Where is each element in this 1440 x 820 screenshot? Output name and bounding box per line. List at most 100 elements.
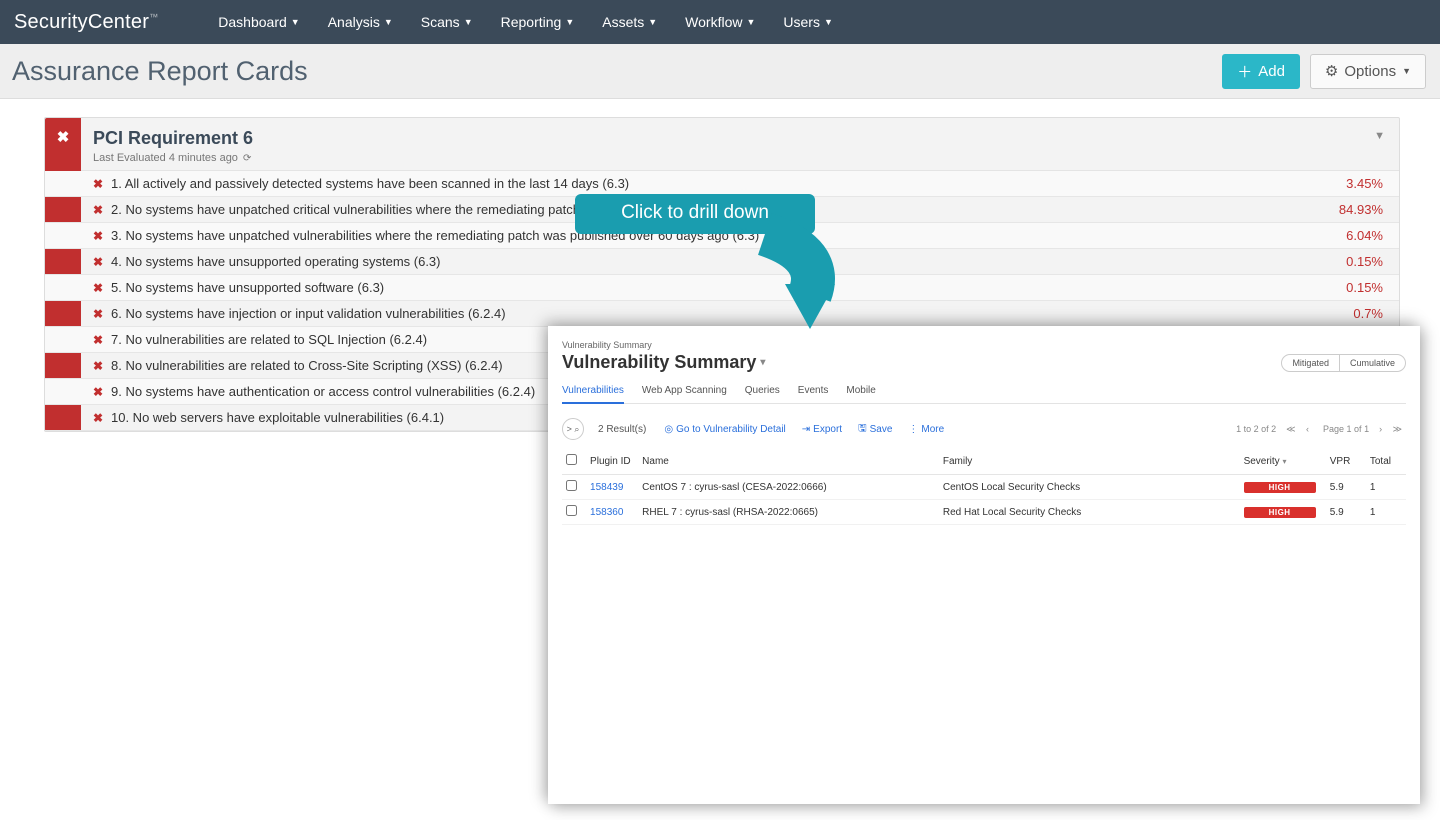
- chevron-down-icon: ▼: [824, 17, 833, 27]
- gear-icon: ⚙: [1325, 62, 1338, 80]
- severity-badge: HIGH: [1244, 482, 1316, 493]
- policy-percent: 0.15%: [1346, 254, 1383, 269]
- fail-icon: ✖: [93, 203, 111, 217]
- goto-detail-label: Go to Vulnerability Detail: [676, 424, 786, 435]
- header-actions: ＋Add ⚙Options▼: [1222, 54, 1426, 89]
- tab-vulnerabilities[interactable]: Vulnerabilities: [562, 385, 624, 404]
- col-family[interactable]: Family: [939, 448, 1240, 475]
- nav-assets[interactable]: Assets▼: [602, 14, 657, 30]
- severity-badge: HIGH: [1244, 507, 1316, 518]
- table-body: 158439 CentOS 7 : cyrus-sasl (CESA-2022:0…: [562, 475, 1406, 525]
- tab-events[interactable]: Events: [798, 385, 829, 403]
- policy-row[interactable]: ✖1. All actively and passively detected …: [45, 171, 1399, 197]
- table-row[interactable]: 158439 CentOS 7 : cyrus-sasl (CESA-2022:0…: [562, 475, 1406, 500]
- policy-percent: 3.45%: [1346, 176, 1383, 191]
- page-title: Assurance Report Cards: [12, 56, 308, 87]
- target-icon: ◎: [664, 424, 673, 435]
- policy-text: 4. No systems have unsupported operating…: [111, 254, 1346, 269]
- panel-title-row: Vulnerability Summary▾ Mitigated Cumulat…: [562, 352, 1406, 373]
- options-button[interactable]: ⚙Options▼: [1310, 54, 1426, 89]
- export-icon: ⇥: [802, 424, 810, 435]
- pager: 1 to 2 of 2 ≪ ‹ Page 1 of 1 › ≫: [1236, 424, 1406, 435]
- fail-icon: ✖: [93, 229, 111, 243]
- plugin-id-link[interactable]: 158439: [590, 482, 623, 493]
- policy-percent: 6.04%: [1346, 228, 1383, 243]
- brand-text: SecurityCenter: [14, 11, 149, 33]
- policy-row[interactable]: ✖5. No systems have unsupported software…: [45, 275, 1399, 301]
- fail-icon: ✖: [93, 307, 111, 321]
- goto-detail-link[interactable]: ◎Go to Vulnerability Detail: [664, 421, 785, 438]
- card-menu-icon[interactable]: ▼: [1374, 130, 1385, 142]
- plugin-id-link[interactable]: 158360: [590, 507, 623, 518]
- trademark: ™: [149, 12, 158, 22]
- toggle-cumulative[interactable]: Cumulative: [1340, 354, 1406, 372]
- nav-workflow[interactable]: Workflow▼: [685, 14, 755, 30]
- vuln-summary-panel: Vulnerability Summary Vulnerability Summ…: [548, 326, 1420, 804]
- panel-title[interactable]: Vulnerability Summary▾: [562, 352, 765, 373]
- card-header: PCI Requirement 6 Last Evaluated 4 minut…: [45, 118, 1399, 170]
- nav-reporting[interactable]: Reporting▼: [501, 14, 575, 30]
- row-checkbox[interactable]: [566, 505, 577, 516]
- add-button[interactable]: ＋Add: [1222, 54, 1300, 89]
- panel-toolbar: > ⌕ 2 Result(s) ◎Go to Vulnerability Det…: [562, 418, 1406, 440]
- save-link[interactable]: 🖫Save: [858, 421, 892, 438]
- vpr-value: 5.9: [1326, 475, 1366, 500]
- col-total[interactable]: Total: [1366, 448, 1406, 475]
- export-link[interactable]: ⇥Export: [802, 421, 842, 438]
- tab-queries[interactable]: Queries: [745, 385, 780, 403]
- policy-text: 2. No systems have unpatched critical vu…: [111, 202, 1339, 217]
- row-checkbox[interactable]: [566, 480, 577, 491]
- chevron-down-icon: ▼: [464, 17, 473, 27]
- table-header-row: Plugin IDNameFamilySeverity ▾VPRTotal: [562, 448, 1406, 475]
- brand-logo: SecurityCenter™: [14, 11, 158, 34]
- page-header: Assurance Report Cards ＋Add ⚙Options▼: [0, 44, 1440, 99]
- pager-next[interactable]: › ≫: [1379, 424, 1406, 435]
- card-title: PCI Requirement 6: [93, 128, 1383, 149]
- policy-row[interactable]: ✖6. No systems have injection or input v…: [45, 301, 1399, 327]
- policy-percent: 0.7%: [1353, 306, 1383, 321]
- nav-dashboard[interactable]: Dashboard▼: [218, 14, 299, 30]
- col-name[interactable]: Name: [638, 448, 939, 475]
- plus-icon: ＋: [1237, 61, 1252, 82]
- policy-percent: 84.93%: [1339, 202, 1383, 217]
- tab-mobile[interactable]: Mobile: [846, 385, 875, 403]
- nav-scans[interactable]: Scans▼: [421, 14, 473, 30]
- refresh-icon[interactable]: ⟳: [243, 153, 251, 164]
- top-nav: SecurityCenter™ Dashboard▼ Analysis▼ Scans…: [0, 0, 1440, 44]
- total-value: 1: [1366, 475, 1406, 500]
- fail-icon: ✖: [93, 385, 111, 399]
- panel-tabs: Vulnerabilities Web App Scanning Queries Ev…: [562, 385, 1406, 404]
- toggle-mitigated[interactable]: Mitigated: [1281, 354, 1340, 372]
- chevron-down-icon: ▾: [760, 357, 765, 368]
- nav-users[interactable]: Users▼: [783, 14, 832, 30]
- result-count: 2 Result(s): [598, 424, 646, 435]
- chevron-down-icon: ▼: [384, 17, 393, 27]
- chevron-down-icon: ▼: [746, 17, 755, 27]
- fail-icon: ✖: [93, 411, 111, 425]
- pager-prev[interactable]: ≪ ‹: [1286, 424, 1313, 435]
- nav-analysis[interactable]: Analysis▼: [328, 14, 393, 30]
- select-all-checkbox[interactable]: [566, 454, 577, 465]
- policy-row[interactable]: ✖3. No systems have unpatched vulnerabil…: [45, 223, 1399, 249]
- chevron-down-icon: ▼: [1402, 66, 1411, 76]
- chevron-down-icon: ▼: [648, 17, 657, 27]
- policy-row[interactable]: ✖4. No systems have unsupported operatin…: [45, 249, 1399, 275]
- policy-text: 3. No systems have unpatched vulnerabili…: [111, 228, 1346, 243]
- query-icon[interactable]: > ⌕: [562, 418, 584, 440]
- policy-text: 5. No systems have unsupported software …: [111, 280, 1346, 295]
- more-label: More: [921, 424, 944, 435]
- policy-text: 6. No systems have injection or input va…: [111, 306, 1353, 321]
- vuln-name: CentOS 7 : cyrus-sasl (CESA-2022:0666): [638, 475, 939, 500]
- table-row[interactable]: 158360RHEL 7 : cyrus-sasl (RHSA-2022:066…: [562, 500, 1406, 525]
- col-plugin-id[interactable]: Plugin ID: [586, 448, 638, 475]
- view-toggle-group: Mitigated Cumulative: [1281, 354, 1406, 372]
- more-link[interactable]: ⋮More: [908, 421, 944, 438]
- tab-web-app-scanning[interactable]: Web App Scanning: [642, 385, 727, 403]
- col-severity[interactable]: Severity ▾: [1240, 448, 1326, 475]
- col-vpr[interactable]: VPR: [1326, 448, 1366, 475]
- vuln-family: Red Hat Local Security Checks: [939, 500, 1240, 525]
- fail-icon: ✖: [93, 255, 111, 269]
- vuln-family: CentOS Local Security Checks: [939, 475, 1240, 500]
- save-label: Save: [870, 424, 893, 435]
- policy-row[interactable]: ✖2. No systems have unpatched critical v…: [45, 197, 1399, 223]
